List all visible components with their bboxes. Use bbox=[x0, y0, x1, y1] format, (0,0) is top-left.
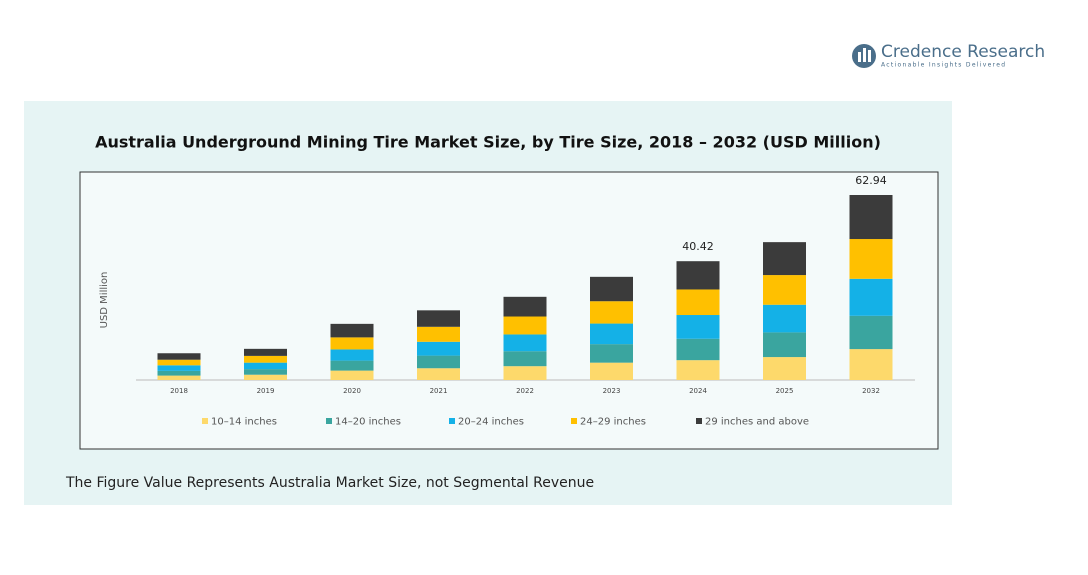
bar-segment bbox=[417, 326, 460, 342]
x-tick-label: 2019 bbox=[257, 387, 275, 395]
bar-segment bbox=[849, 278, 893, 316]
bar-segment bbox=[590, 323, 633, 345]
legend-swatch bbox=[326, 418, 332, 424]
bar-segment bbox=[157, 365, 201, 371]
bar-segment bbox=[763, 275, 806, 305]
footnote: The Figure Value Represents Australia Ma… bbox=[65, 475, 594, 491]
bar-segment bbox=[849, 315, 893, 350]
bar-segment bbox=[763, 304, 806, 333]
plot: 2018 2019 2020 2021 2022 2023 2024 40.42 2025 203… bbox=[157, 174, 893, 428]
legend-label: 20–24 inches bbox=[458, 417, 524, 428]
bar-segment bbox=[244, 348, 287, 356]
legend-label: 29 inches and above bbox=[705, 417, 809, 428]
bar-segment bbox=[849, 195, 893, 240]
bar-segment bbox=[849, 239, 893, 279]
legend-swatch bbox=[696, 418, 702, 424]
bar-segment bbox=[676, 289, 720, 316]
x-tick-label: 2021 bbox=[430, 387, 448, 395]
x-tick-label: 2025 bbox=[776, 387, 794, 395]
bar-segment bbox=[330, 337, 374, 350]
bar-segment bbox=[676, 360, 720, 380]
legend-swatch bbox=[571, 418, 577, 424]
bar-segment bbox=[417, 310, 460, 327]
x-tick-label: 2022 bbox=[516, 387, 534, 395]
legend-label: 10–14 inches bbox=[211, 417, 277, 428]
total-label: 40.42 bbox=[682, 240, 714, 253]
bar-segment bbox=[503, 351, 547, 367]
bar-segment bbox=[244, 369, 287, 375]
chart-title: Australia Underground Mining Tire Market… bbox=[95, 133, 881, 152]
bar-segment bbox=[157, 359, 201, 366]
x-tick-label: 2018 bbox=[170, 387, 188, 395]
bar-segment bbox=[417, 341, 460, 356]
bar-segment bbox=[763, 357, 806, 380]
x-tick-label: 2020 bbox=[343, 387, 361, 395]
x-tick-label: 2032 bbox=[862, 387, 880, 395]
logo-icon bbox=[858, 52, 861, 62]
bar-segment bbox=[503, 366, 547, 380]
bar-segment bbox=[763, 242, 806, 276]
bar-segment bbox=[330, 323, 374, 338]
bar-segment bbox=[676, 338, 720, 361]
legend-label: 24–29 inches bbox=[580, 417, 646, 428]
legend-swatch bbox=[449, 418, 455, 424]
bar-segment bbox=[676, 315, 720, 339]
bar-segment bbox=[590, 301, 633, 324]
bar-segment bbox=[503, 334, 547, 352]
total-label: 62.94 bbox=[855, 174, 887, 187]
bar-segment bbox=[590, 344, 633, 363]
bar-segment bbox=[763, 332, 806, 358]
bar-segment bbox=[330, 360, 374, 371]
bar-segment bbox=[157, 375, 201, 380]
bar-segment bbox=[157, 370, 201, 376]
bar-segment bbox=[244, 374, 287, 380]
y-axis-label: USD Million bbox=[99, 272, 110, 329]
bar-segment bbox=[244, 362, 287, 370]
bar-segment bbox=[590, 362, 633, 380]
x-tick-label: 2023 bbox=[603, 387, 621, 395]
logo-name: Credence Research bbox=[881, 42, 1045, 62]
bar-segment bbox=[417, 355, 460, 369]
logo-icon bbox=[868, 50, 871, 62]
logo-tagline: Actionable Insights Delivered bbox=[881, 62, 1006, 69]
bar-segment bbox=[676, 261, 720, 290]
logo-icon bbox=[863, 48, 866, 62]
logo: Credence Research Actionable Insights De… bbox=[852, 42, 1045, 69]
bar-segment bbox=[244, 355, 287, 363]
x-tick-label: 2024 bbox=[689, 387, 707, 395]
bar-segment bbox=[590, 276, 633, 302]
bar-segment bbox=[330, 349, 374, 361]
bar-segment bbox=[330, 370, 374, 380]
bar-segment bbox=[503, 316, 547, 335]
bar-segment bbox=[503, 296, 547, 317]
bar-segment bbox=[157, 353, 201, 360]
bar-segment bbox=[849, 349, 893, 380]
bar-segment bbox=[417, 368, 460, 380]
legend-swatch bbox=[202, 418, 208, 424]
legend-label: 14–20 inches bbox=[335, 417, 401, 428]
